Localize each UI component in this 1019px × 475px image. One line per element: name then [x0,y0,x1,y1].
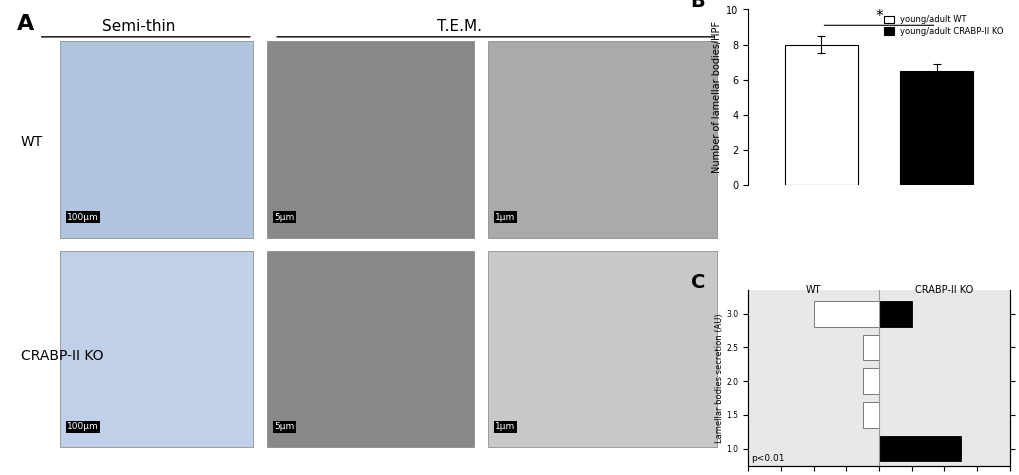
FancyBboxPatch shape [60,41,253,238]
Text: 100μm: 100μm [67,212,99,221]
Text: 1μm: 1μm [495,212,516,221]
Text: B: B [690,0,705,11]
Text: WT: WT [805,285,820,295]
Text: 5μm: 5μm [274,212,294,221]
Text: 100μm: 100μm [67,422,99,431]
Bar [878,301,911,326]
Bar [862,369,878,394]
FancyBboxPatch shape [488,41,716,238]
Bar [862,402,878,428]
FancyBboxPatch shape [488,251,716,447]
FancyBboxPatch shape [267,251,474,447]
Text: p<0.01: p<0.01 [751,455,785,464]
Text: T.E.M.: T.E.M. [437,19,482,34]
Bar [878,436,960,461]
Text: C: C [690,273,704,292]
Legend: young/adult WT, young/adult CRABP-II KO: young/adult WT, young/adult CRABP-II KO [881,14,1005,38]
Text: CRABP-II KO: CRABP-II KO [914,285,972,295]
Text: *: * [874,10,881,24]
FancyBboxPatch shape [267,41,474,238]
Text: 1μm: 1μm [495,422,516,431]
Bar [899,71,972,185]
Text: Semi-thin: Semi-thin [102,19,175,34]
Bar [862,334,878,360]
Y-axis label: Lamellar bodies secretion (AU): Lamellar bodies secretion (AU) [714,313,722,443]
Bar [813,301,878,326]
Bar [784,45,857,185]
Text: 5μm: 5μm [274,422,294,431]
FancyBboxPatch shape [60,251,253,447]
Text: WT: WT [20,135,43,149]
Text: A: A [17,14,35,34]
Y-axis label: Number of lamellar bodies/HPF: Number of lamellar bodies/HPF [711,21,721,173]
Text: CRABP-II KO: CRABP-II KO [20,349,103,363]
